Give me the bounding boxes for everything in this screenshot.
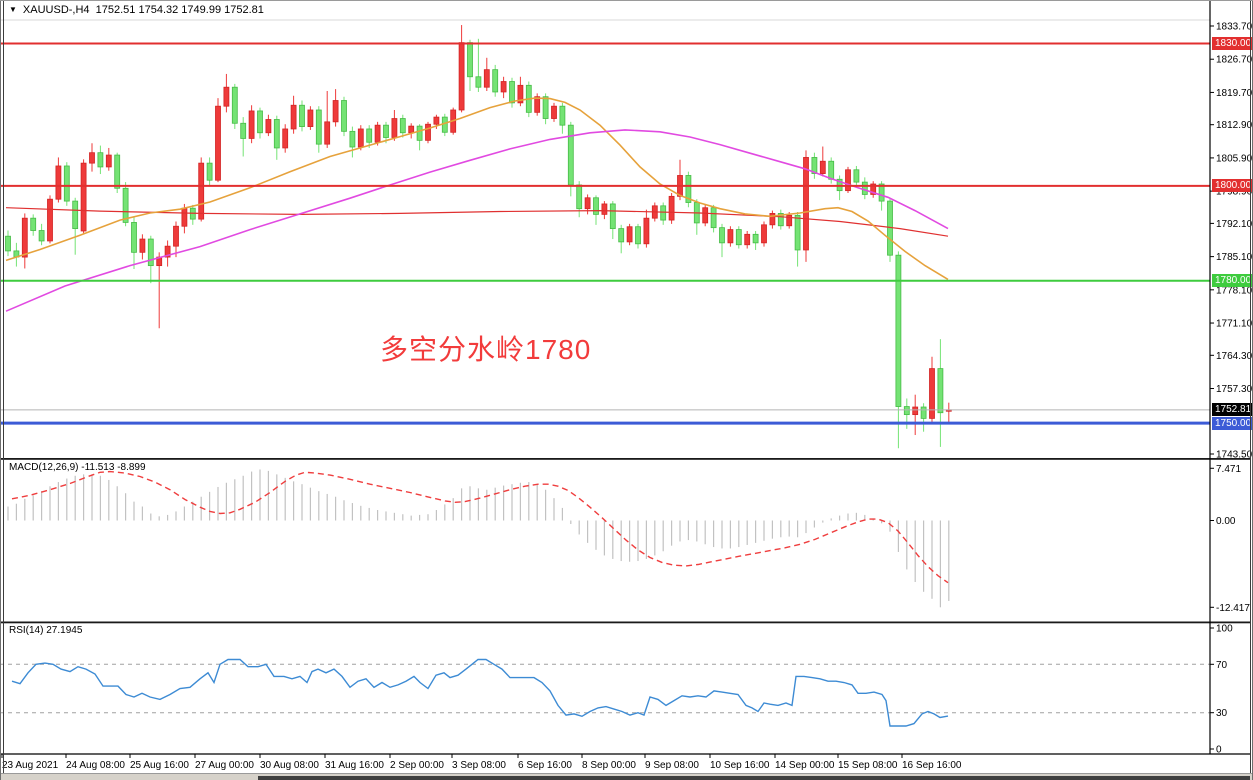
price-tick-label: 1819.70 <box>1216 88 1253 99</box>
price-tick-label: 1798.90 <box>1216 187 1253 198</box>
macd-tick-label: 0.00 <box>1216 516 1236 527</box>
dropdown-arrow-icon[interactable]: ▼ <box>9 5 17 14</box>
time-tick-label: 16 Sep 16:00 <box>902 760 962 771</box>
window-right-inner-border <box>1250 1 1251 773</box>
rsi-indicator-label: RSI(14) 27.1945 <box>9 625 83 636</box>
price-tick-label: 1757.30 <box>1216 384 1253 395</box>
chart-title: ▼ XAUUSD-,H4 1752.51 1754.32 1749.99 1752… <box>9 4 264 16</box>
rsi-tick-label: 70 <box>1216 660 1228 671</box>
time-tick-label: 15 Sep 08:00 <box>838 760 898 771</box>
price-badge-1800: 1800.00 <box>1212 179 1253 192</box>
moving-averages <box>5 97 949 312</box>
rsi-line <box>11 658 949 727</box>
price-tick-label: 1805.90 <box>1216 153 1253 164</box>
price-axis: 1833.70 1826.70 1819.70 1812.90 1805.90 1798.… <box>1210 22 1253 460</box>
price-tick-label: 1826.70 <box>1216 55 1253 66</box>
axes-and-borders <box>0 1 1251 755</box>
time-tick-label: 3 Sep 08:00 <box>452 760 506 771</box>
chart-title-text: XAUUSD-,H4 1752.51 1754.32 1749.99 1752.… <box>22 4 264 16</box>
rsi-tick-label: 0 <box>1216 745 1222 756</box>
price-tick-label: 1833.70 <box>1216 22 1253 33</box>
price-tick-label: 1771.10 <box>1216 319 1253 330</box>
macd-pane <box>7 469 950 608</box>
price-tick-label: 1764.30 <box>1216 351 1253 362</box>
ma_magenta-line <box>5 129 949 312</box>
price-tick-label: 1792.10 <box>1216 219 1253 230</box>
price-tick-label: 1743.50 <box>1216 449 1253 460</box>
time-tick-label: 2 Sep 00:00 <box>390 760 444 771</box>
time-tick-label: 30 Aug 08:00 <box>260 760 319 771</box>
time-tick-label: 14 Sep 00:00 <box>775 760 835 771</box>
time-tick-label: 23 Aug 2021 <box>2 760 59 771</box>
time-tick-label: 6 Sep 16:00 <box>518 760 572 771</box>
time-axis: 23 Aug 2021 24 Aug 08:00 25 Aug 16:00 27 Au… <box>1 754 962 771</box>
rsi-tick-label: 30 <box>1216 708 1228 719</box>
rsi-axis: 100 70 30 0 <box>1210 624 1233 756</box>
macd-signal-line <box>11 470 949 584</box>
current-price-badge: 1752.81 <box>1212 403 1253 416</box>
price-badge-1780: 1780.00 <box>1212 274 1253 287</box>
price-tick-label: 1778.10 <box>1216 285 1253 296</box>
candlesticks[interactable] <box>5 25 952 449</box>
macd-tick-label: 7.471 <box>1216 464 1241 475</box>
time-tick-label: 27 Aug 00:00 <box>195 760 254 771</box>
watershed-annotation[interactable]: 多空分水岭1780 <box>380 334 592 365</box>
ma_orange-line <box>5 97 949 281</box>
time-tick-label: 31 Aug 16:00 <box>325 760 384 771</box>
horizontal-level-lines[interactable] <box>0 42 1210 425</box>
window-left-border <box>0 1 1 780</box>
time-tick-label: 24 Aug 08:00 <box>66 760 125 771</box>
time-tick-label: 10 Sep 16:00 <box>710 760 770 771</box>
macd-tick-label: -12.417 <box>1216 603 1250 614</box>
macd-axis: 7.471 0.00 -12.417 <box>1210 464 1250 614</box>
macd-indicator-label: MACD(12,26,9) -11.513 -8.899 <box>9 462 146 473</box>
time-tick-label: 8 Sep 00:00 <box>582 760 636 771</box>
time-tick-label: 9 Sep 08:00 <box>645 760 699 771</box>
window-left-inner-border <box>3 1 4 773</box>
price-badge-1830: 1830.00 <box>1212 37 1253 50</box>
horizontal-scrollbar-thumb[interactable] <box>258 776 1250 780</box>
ma_red-line <box>5 207 949 237</box>
rsi-tick-label: 100 <box>1216 624 1233 635</box>
price-tick-label: 1812.90 <box>1216 120 1253 131</box>
price-badge-1750: 1750.00 <box>1212 417 1253 430</box>
time-tick-label: 25 Aug 16:00 <box>130 760 189 771</box>
rsi-pane <box>0 658 1210 727</box>
price-tick-label: 1785.10 <box>1216 252 1253 263</box>
